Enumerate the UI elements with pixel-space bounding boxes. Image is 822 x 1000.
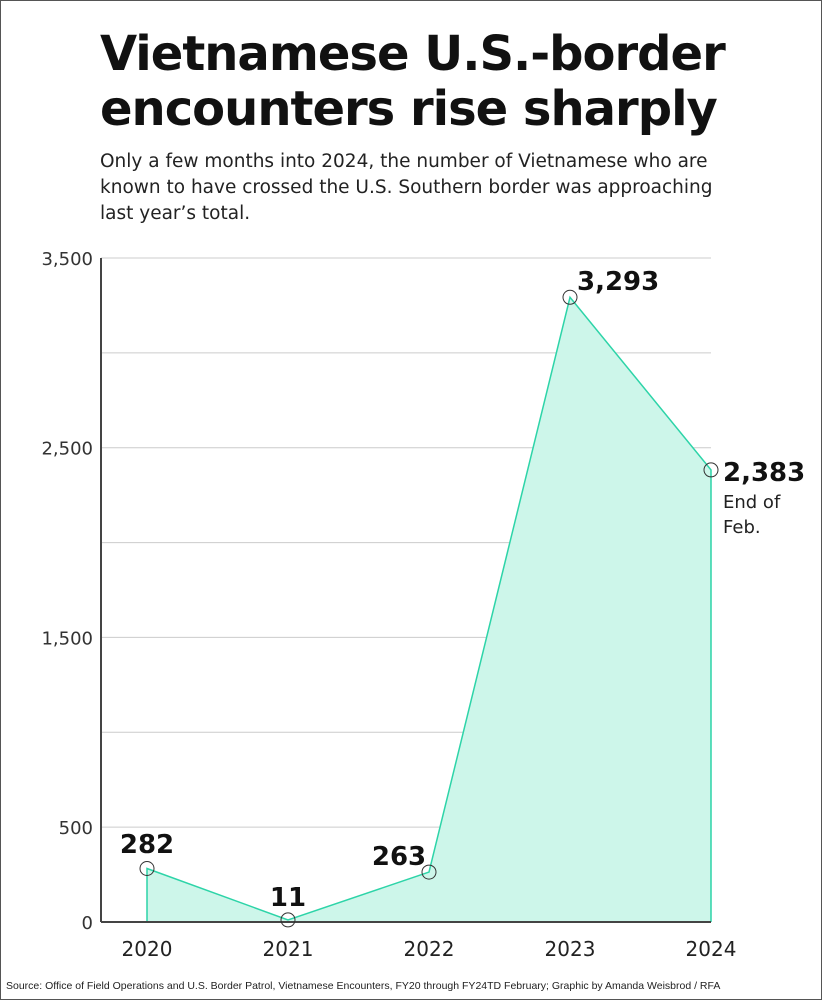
y-tick-label: 2,500 [41,439,93,460]
annotation-text: End of [723,492,781,513]
series-line [146,295,712,922]
data-label: 3,293 [577,267,659,297]
x-tick-label: 2021 [263,937,314,961]
area-fill [147,297,711,922]
chart-title: Vietnamese U.S.-border encounters rise s… [100,26,726,137]
data-label: 2,383 [723,458,805,488]
chart-subtitle: Only a few months into 2024, the number … [100,151,713,224]
y-tick-label: 3,500 [41,249,93,270]
data-point [703,462,719,478]
data-point [562,289,578,305]
y-tick-label: 0 [82,913,93,934]
data-label: 282 [120,830,174,860]
annotation-text: Feb. [723,517,761,538]
x-tick-label: 2023 [545,937,596,961]
x-tick-label: 2020 [122,937,173,961]
data-label: 11 [270,883,306,913]
data-point [139,861,155,877]
y-tick-label: 500 [59,818,93,839]
source-note: Source: Office of Field Operations and U… [6,980,721,992]
x-tick-label: 2022 [404,937,455,961]
x-tick-label: 2024 [686,937,737,961]
data-point [280,912,296,928]
data-label: 263 [372,842,426,872]
data-point [421,864,437,880]
y-tick-label: 1,500 [41,628,93,649]
